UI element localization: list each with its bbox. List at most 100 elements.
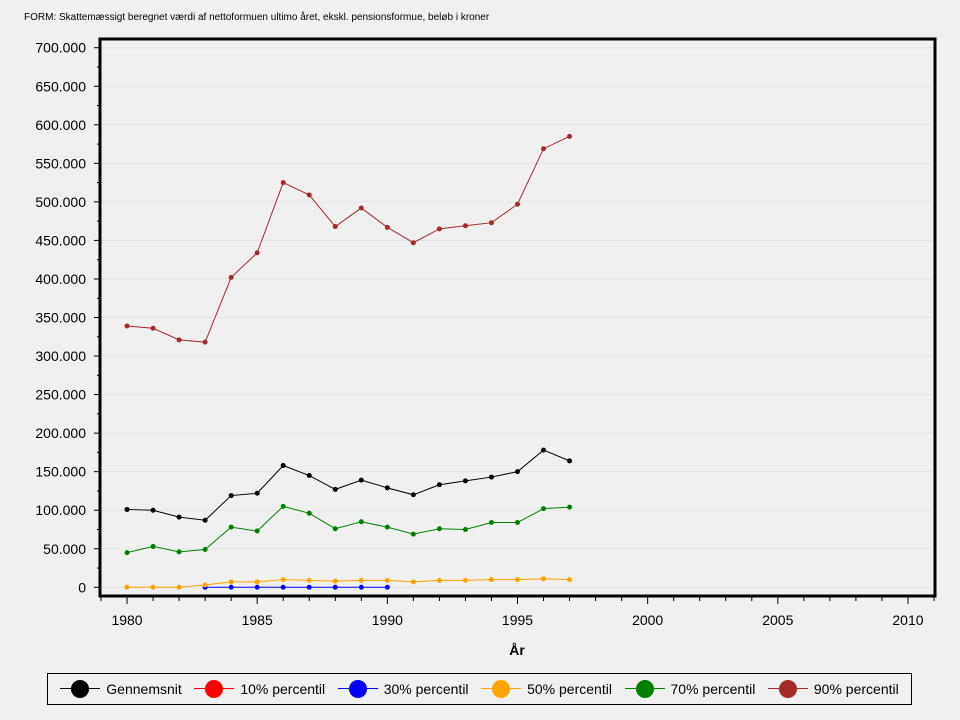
- data-point-90pct-percentil: [150, 325, 156, 331]
- x-tick-label: 1985: [242, 612, 273, 628]
- data-point-90pct-percentil: [410, 240, 416, 246]
- legend-label: 70% percentil: [670, 681, 756, 697]
- data-point-gennemsnit: [384, 485, 390, 491]
- legend-item-90pct-percentil: 90% percentil: [767, 680, 899, 698]
- data-point-70pct-percentil: [488, 520, 494, 526]
- y-tick-label: 0: [78, 579, 86, 595]
- data-point-30pct-percentil: [306, 584, 312, 590]
- legend-label: Gennemsnit: [106, 681, 182, 697]
- data-point-90pct-percentil: [384, 224, 390, 230]
- data-point-30pct-percentil: [358, 584, 364, 590]
- y-tick-label: 450.000: [35, 232, 86, 248]
- x-tick-label: 1995: [502, 612, 533, 628]
- data-point-30pct-percentil: [228, 584, 234, 590]
- x-tick-label: 2005: [762, 612, 793, 628]
- data-point-gennemsnit: [306, 473, 312, 479]
- axis-ticks: 0 50.000 100.000 150.000 200.000 250.000 300.0…: [35, 40, 935, 628]
- data-point-90pct-percentil: [358, 205, 364, 211]
- data-point-gennemsnit: [515, 469, 520, 475]
- data-point-90pct-percentil: [280, 180, 286, 186]
- legend-marker-icon: [194, 680, 235, 698]
- data-point-90pct-percentil: [462, 223, 468, 229]
- data-point-90pct-percentil: [228, 274, 234, 280]
- legend-item-70pct-percentil: 70% percentil: [624, 680, 756, 698]
- y-tick-label: 650.000: [35, 78, 86, 94]
- data-point-30pct-percentil: [332, 584, 338, 590]
- data-point-30pct-percentil: [280, 584, 286, 590]
- data-point-50pct-percentil: [176, 584, 182, 590]
- x-tick-label: 1990: [372, 612, 403, 628]
- legend-marker-icon: [624, 680, 665, 698]
- data-point-50pct-percentil: [280, 577, 286, 583]
- gridlines: [101, 47, 934, 588]
- chart-title: FORM: Skattemæssigt beregnet værdi af ne…: [24, 12, 490, 23]
- legend-item-gennemsnit: Gennemsnit: [60, 680, 182, 698]
- data-point-70pct-percentil: [436, 526, 442, 532]
- legend-marker-icon: [481, 680, 522, 698]
- x-tick-label: 1980: [111, 612, 142, 628]
- series-line-90pct-percentil: [126, 135, 570, 343]
- data-point-70pct-percentil: [462, 526, 468, 532]
- data-point-gennemsnit: [150, 507, 156, 513]
- legend: Gennemsnit 10% percentil 30% percentil 50% …: [47, 673, 912, 705]
- y-tick-label: 600.000: [35, 117, 86, 133]
- data-point-30pct-percentil: [384, 584, 390, 590]
- data-point-gennemsnit: [202, 517, 208, 523]
- legend-item-30pct-percentil: 30% percentil: [337, 680, 469, 698]
- data-point-gennemsnit: [567, 458, 573, 464]
- data-point-70pct-percentil: [254, 528, 260, 534]
- data-point-50pct-percentil: [384, 577, 390, 583]
- data-point-50pct-percentil: [254, 579, 260, 585]
- legend-item-10pct-percentil: 10% percentil: [194, 680, 325, 698]
- y-tick-label: 400.000: [35, 271, 86, 287]
- data-point-70pct-percentil: [515, 520, 520, 526]
- data-point-50pct-percentil: [541, 576, 547, 582]
- data-point-gennemsnit: [436, 482, 442, 488]
- data-point-70pct-percentil: [176, 549, 182, 555]
- data-point-90pct-percentil: [541, 146, 547, 152]
- y-tick-label: 550.000: [35, 155, 86, 171]
- series-line-50pct-percentil: [127, 578, 570, 588]
- y-tick-label: 50.000: [43, 541, 86, 557]
- y-tick-label: 700.000: [35, 40, 86, 56]
- data-point-90pct-percentil: [488, 220, 494, 226]
- data-point-50pct-percentil: [202, 582, 208, 588]
- legend-item-50pct-percentil: 50% percentil: [481, 680, 612, 698]
- data-point-gennemsnit: [254, 490, 260, 496]
- x-tick-label: 2000: [632, 612, 663, 628]
- data-point-gennemsnit: [176, 514, 182, 520]
- data-point-90pct-percentil: [254, 250, 260, 256]
- data-point-50pct-percentil: [332, 578, 338, 584]
- data-point-50pct-percentil: [124, 584, 130, 590]
- data-point-50pct-percentil: [358, 577, 364, 583]
- data-point-70pct-percentil: [202, 547, 208, 553]
- data-point-70pct-percentil: [228, 524, 234, 530]
- data-point-50pct-percentil: [436, 577, 442, 583]
- data-point-gennemsnit: [332, 486, 338, 492]
- data-point-70pct-percentil: [410, 531, 416, 537]
- legend-label: 50% percentil: [527, 681, 612, 697]
- data-point-90pct-percentil: [515, 201, 520, 207]
- data-point-90pct-percentil: [332, 224, 338, 230]
- legend-label: 10% percentil: [240, 681, 326, 697]
- data-point-50pct-percentil: [488, 577, 494, 583]
- legend-marker-icon: [60, 680, 101, 698]
- legend-marker-icon: [767, 680, 808, 698]
- data-point-30pct-percentil: [254, 584, 260, 590]
- x-tick-label: 2010: [892, 612, 923, 628]
- data-point-90pct-percentil: [124, 323, 130, 329]
- data-point-70pct-percentil: [332, 526, 338, 532]
- data-point-70pct-percentil: [124, 550, 130, 556]
- data-point-50pct-percentil: [306, 577, 312, 583]
- data-point-50pct-percentil: [410, 579, 416, 585]
- data-point-90pct-percentil: [306, 192, 312, 198]
- data-point-70pct-percentil: [384, 524, 390, 530]
- data-point-gennemsnit: [124, 506, 130, 512]
- data-point-gennemsnit: [228, 493, 234, 499]
- data-point-50pct-percentil: [150, 584, 156, 590]
- series-line-gennemsnit: [127, 449, 570, 521]
- y-tick-label: 200.000: [35, 425, 86, 441]
- data-point-50pct-percentil: [228, 579, 234, 585]
- y-tick-label: 300.000: [35, 348, 86, 364]
